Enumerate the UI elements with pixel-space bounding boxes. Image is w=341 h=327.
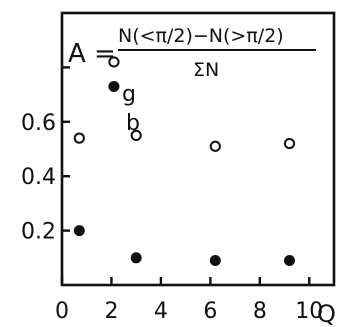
y-tick-label-0.4: 0.4 bbox=[21, 165, 56, 190]
data-points bbox=[73, 56, 296, 267]
point-b-2 bbox=[130, 252, 142, 264]
x-axis-ticks: 0 2 4 6 8 10 bbox=[55, 277, 323, 324]
y-tick-label-0.6: 0.6 bbox=[21, 111, 56, 136]
x-tick-label-4: 4 bbox=[154, 299, 168, 324]
series-label-g: g bbox=[122, 82, 136, 107]
formula-denominator: ΣN bbox=[193, 59, 219, 81]
point-b-4 bbox=[283, 255, 295, 267]
point-g-4 bbox=[283, 137, 296, 150]
series-label-b: b bbox=[126, 111, 140, 136]
y-tick-label-0.2: 0.2 bbox=[21, 220, 56, 245]
point-g-1 bbox=[108, 56, 120, 68]
y-axis-ticks: 0.2 0.4 0.6 bbox=[21, 66, 70, 245]
point-b-1 bbox=[108, 80, 120, 92]
plot-frame bbox=[60, 11, 336, 287]
point-g-0 bbox=[73, 132, 85, 144]
x-tick-label-2: 2 bbox=[104, 299, 118, 324]
x-tick-label-0: 0 bbox=[55, 299, 69, 324]
point-g-2 bbox=[130, 129, 142, 141]
x-tick-label-6: 6 bbox=[203, 299, 217, 324]
point-g-3 bbox=[209, 140, 221, 152]
x-tick-label-8: 8 bbox=[253, 299, 267, 324]
point-b-3 bbox=[209, 255, 221, 267]
point-b-0 bbox=[73, 225, 85, 237]
x-axis-label: Q bbox=[317, 300, 336, 327]
formula-lhs: A = bbox=[68, 39, 116, 69]
x-tick-label-10: 10 bbox=[295, 299, 323, 324]
formula-numerator: N(<π/2)−N(>π/2) bbox=[118, 25, 284, 47]
formula-annotation: A = N(<π/2)−N(>π/2) ΣN bbox=[68, 25, 316, 81]
